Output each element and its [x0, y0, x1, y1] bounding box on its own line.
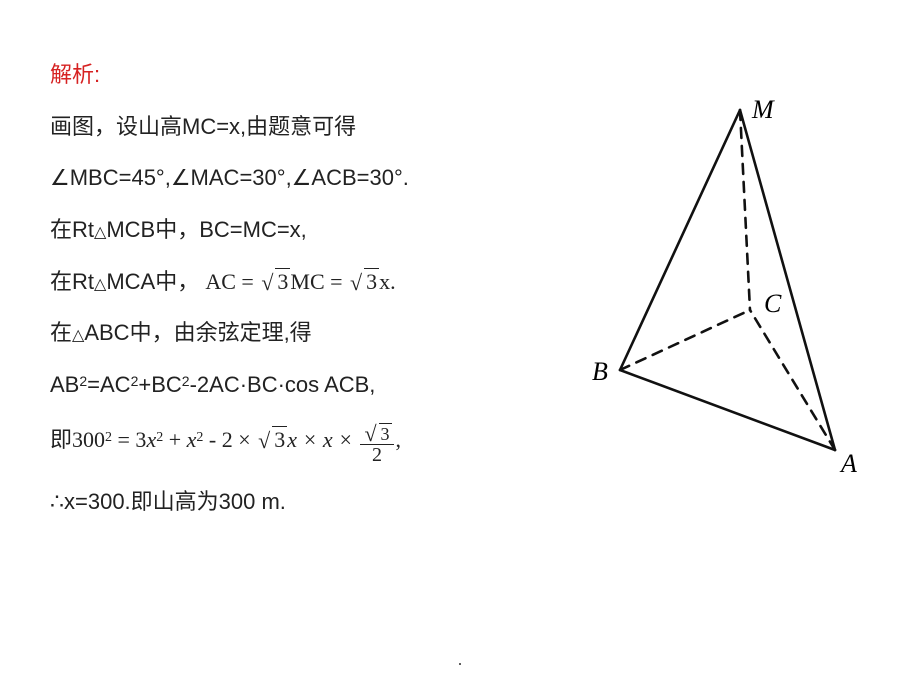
slide-page: 解析: 画图，设山高MC=x,由题意可得 ∠MBC=45°,∠MAC=30°,∠… — [0, 0, 920, 690]
line-7: 即3002 = 3x2 + x2 - 2 × 3x × x × 32, — [50, 422, 540, 465]
frac-num: 3 — [360, 422, 393, 445]
eq-300: 300 — [72, 427, 105, 452]
line-1: 画图，设山高MC=x,由题意可得 — [50, 112, 540, 142]
heading: 解析: — [50, 60, 540, 90]
frac: 32 — [360, 422, 393, 465]
l6-ab: AB — [50, 372, 79, 397]
l5-prefix: 在 — [50, 320, 72, 345]
l7-prefix: 即 — [50, 427, 72, 452]
rad3: 3 — [275, 268, 290, 294]
line-8: ∴x=300.即山高为300 m. — [50, 487, 540, 517]
ac-eq1: AC = — [205, 269, 253, 294]
triangle-symbol: △ — [72, 327, 84, 344]
ac-eq3: x. — [379, 269, 396, 294]
line-2: ∠MBC=45°,∠MAC=30°,∠ACB=30°. — [50, 163, 540, 193]
rad3b: 3 — [364, 268, 379, 294]
svg-text:C: C — [764, 289, 782, 318]
sup2d: 2 — [105, 430, 112, 445]
frac-den: 2 — [360, 445, 393, 465]
l3-prefix: 在Rt — [50, 217, 94, 242]
svg-text:B: B — [592, 357, 608, 386]
l4-mid: MCA中， — [106, 269, 199, 294]
l6-rest: -2AC·BC·cos ACB, — [190, 372, 376, 397]
ac-formula: AC = 3MC = 3x. — [205, 269, 395, 294]
l4-prefix: 在Rt — [50, 269, 94, 294]
content-row: 解析: 画图，设山高MC=x,由题意可得 ∠MBC=45°,∠MAC=30°,∠… — [50, 60, 880, 539]
triangle-symbol: △ — [94, 224, 106, 241]
footer-dot: . — [457, 649, 462, 670]
line-3: 在Rt△MCB中，BC=MC=x, — [50, 215, 540, 245]
sup2c: 2 — [182, 373, 190, 389]
svg-text:M: M — [751, 95, 775, 124]
sqrt3-3: 3 — [256, 425, 287, 455]
l5-rest: ABC中，由余弦定理,得 — [84, 320, 311, 345]
line-5: 在△ABC中，由余弦定理,得 — [50, 318, 540, 348]
eq-plus: + — [163, 427, 186, 452]
sqrt3-1: 3 — [259, 267, 290, 297]
text-column: 解析: 画图，设山高MC=x,由题意可得 ∠MBC=45°,∠MAC=30°,∠… — [50, 60, 540, 539]
eq-minus: - 2 × — [203, 427, 256, 452]
eq-comma: , — [396, 427, 402, 452]
svg-text:A: A — [839, 449, 857, 478]
sqrt3-4: 3 — [362, 422, 391, 444]
line-4: 在Rt△MCA中， AC = 3MC = 3x. — [50, 267, 540, 297]
eq-xxx: x × x × — [287, 427, 358, 452]
sqrt3-2: 3 — [348, 267, 379, 297]
triangle-symbol: △ — [94, 276, 106, 293]
l6-eqac: =AC — [87, 372, 130, 397]
rad3d: 3 — [379, 423, 392, 444]
eq-x1: x — [146, 427, 156, 452]
line-6: AB2=AC2+BC2-2AC·BC·cos ACB, — [50, 370, 540, 400]
sup2a: 2 — [79, 373, 87, 389]
diagram-column: M C B A — [560, 60, 890, 539]
eq-eq: = 3 — [112, 427, 146, 452]
eq-formula: 3002 = 3x2 + x2 - 2 × 3x × x × 32, — [72, 427, 401, 452]
l3-rest: MCB中，BC=MC=x, — [106, 217, 306, 242]
eq-x2: x — [187, 427, 197, 452]
rad3c: 3 — [272, 426, 287, 452]
ac-eq2: MC = — [290, 269, 342, 294]
l6-plusbc: +BC — [138, 372, 181, 397]
pyramid-diagram: M C B A — [560, 90, 890, 490]
